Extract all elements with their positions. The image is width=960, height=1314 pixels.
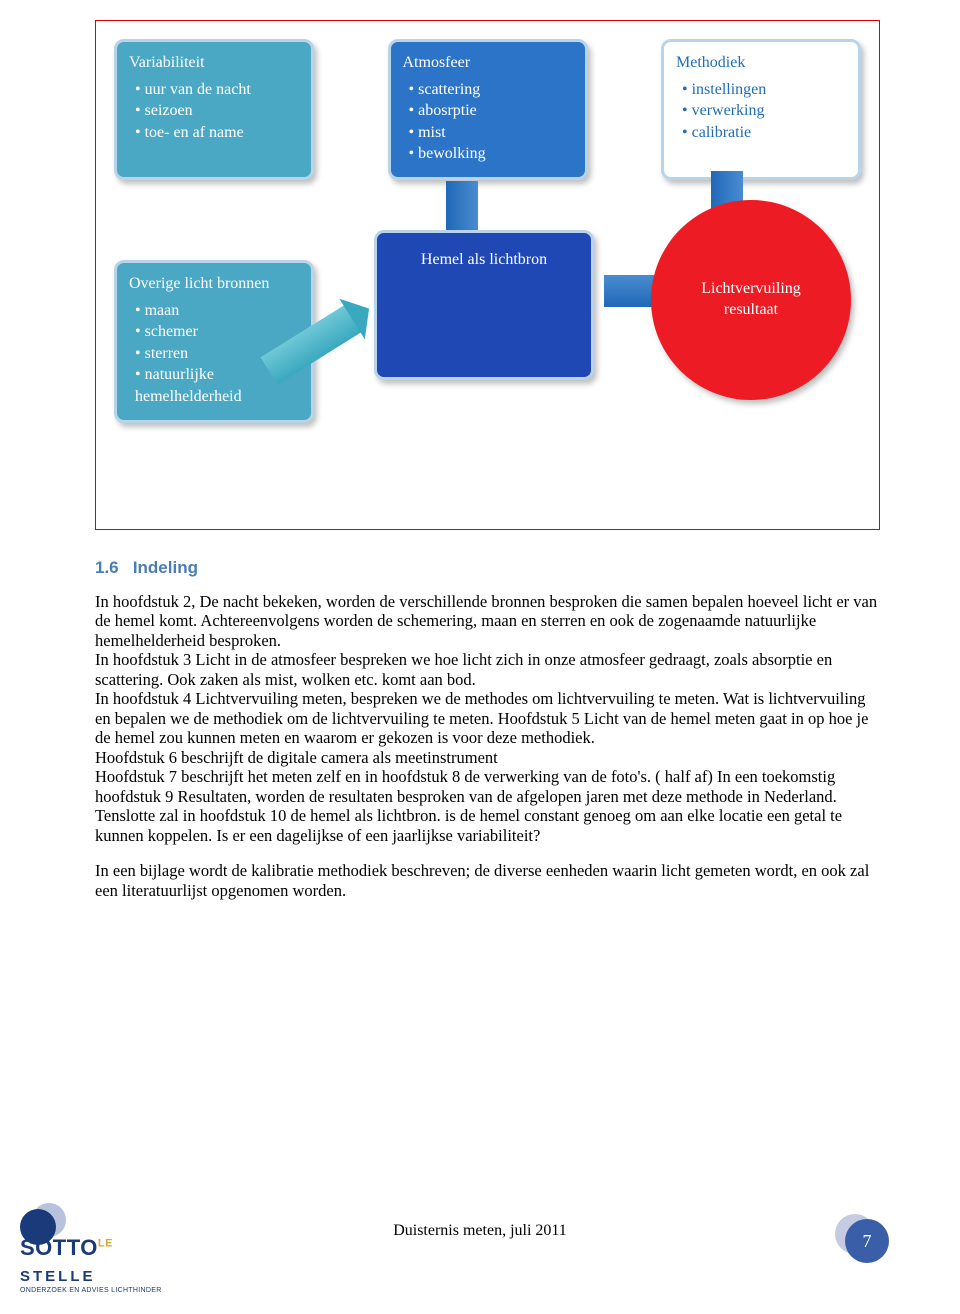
list-item: toe- en af name (135, 122, 299, 144)
list-item: abosrptie (409, 100, 573, 122)
node-title: Variabiliteit (129, 52, 299, 74)
diagram-top-row: Variabiliteit uur van de nacht seizoen t… (114, 39, 861, 180)
node-lichtvervuiling-resultaat: Lichtvervuiling resultaat (651, 200, 851, 400)
logo-sotto-le-stelle: SOTTOLE STELLE ONDERZOEK EN ADVIES LICHT… (20, 1201, 210, 1294)
node-title: Methodiek (676, 52, 846, 74)
list-item: bewolking (409, 143, 573, 165)
diagram-frame: Variabiliteit uur van de nacht seizoen t… (95, 20, 880, 530)
logo-text: SOTTOLE STELLE (20, 1235, 210, 1287)
section-heading: 1.6 Indeling (95, 558, 880, 578)
node-title: Atmosfeer (403, 52, 573, 74)
node-variabiliteit: Variabiliteit uur van de nacht seizoen t… (114, 39, 314, 180)
list-item: scattering (409, 79, 573, 101)
paragraph: In een bijlage wordt de kalibratie metho… (95, 861, 880, 900)
node-atmosfeer: Atmosfeer scattering abosrptie mist bewo… (388, 39, 588, 180)
node-list: instellingen verwerking calibratie (676, 79, 846, 144)
list-item: mist (409, 122, 573, 144)
logo-subtitle: ONDERZOEK EN ADVIES LICHTHINDER (20, 1287, 210, 1294)
page-footer: SOTTOLE STELLE ONDERZOEK EN ADVIES LICHT… (0, 1214, 960, 1294)
list-item: seizoen (135, 100, 299, 122)
section-title: Indeling (133, 558, 198, 577)
node-label: Lichtvervuiling resultaat (691, 279, 811, 321)
node-list: scattering abosrptie mist bewolking (403, 79, 573, 165)
diagram-mid-row: Overige licht bronnen maan schemer sterr… (114, 220, 861, 450)
node-list: uur van de nacht seizoen toe- en af name (129, 79, 299, 144)
list-item: verwerking (682, 100, 846, 122)
node-hemel-als-lichtbron: Hemel als lichtbron (374, 230, 594, 380)
footer-caption: Duisternis meten, juli 2011 (393, 1222, 567, 1240)
node-methodiek: Methodiek instellingen verwerking calibr… (661, 39, 861, 180)
section-number: 1.6 (95, 558, 119, 577)
body-text: In hoofdstuk 2, De nacht bekeken, worden… (95, 592, 880, 900)
list-item: instellingen (682, 79, 846, 101)
node-title: Overige licht bronnen (129, 273, 299, 295)
page-number: 7 (845, 1219, 889, 1263)
list-item: uur van de nacht (135, 79, 299, 101)
page-number-badge: 7 (835, 1209, 890, 1264)
logo-icon (20, 1201, 210, 1241)
node-label: Hemel als lichtbron (421, 251, 547, 269)
list-item: schemer (135, 321, 299, 343)
list-item: maan (135, 300, 299, 322)
paragraph: In hoofdstuk 2, De nacht bekeken, worden… (95, 592, 880, 845)
list-item: calibratie (682, 122, 846, 144)
